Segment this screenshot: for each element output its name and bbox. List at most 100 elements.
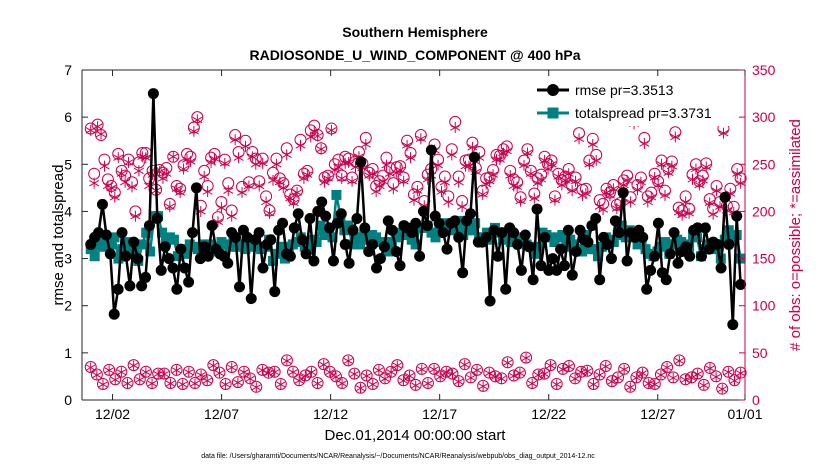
asterisk-stroke bbox=[92, 372, 102, 378]
obs-assimilated-marker bbox=[367, 168, 378, 180]
asterisk-stroke bbox=[147, 380, 157, 387]
asterisk-stroke bbox=[337, 380, 347, 387]
data-file-footnote: data file: /Users/gharamti/Documents/NCA… bbox=[201, 453, 595, 460]
asterisk-stroke bbox=[515, 370, 525, 377]
obs-lower-assimilated-marker bbox=[141, 367, 151, 378]
obs-lower-assimilated-marker bbox=[435, 371, 445, 382]
rmse-point bbox=[719, 191, 731, 203]
obs-lower-assimilated-marker bbox=[527, 378, 537, 389]
obs-lower-assimilated-marker bbox=[337, 378, 347, 389]
obs-assimilated-marker bbox=[680, 196, 691, 208]
obs-assimilated-marker bbox=[415, 133, 426, 145]
rmse-point bbox=[562, 224, 574, 236]
obs-lower-assimilated-marker bbox=[233, 377, 243, 388]
rmse-point bbox=[374, 253, 386, 265]
asterisk-stroke bbox=[666, 162, 677, 170]
asterisk-stroke bbox=[705, 365, 715, 372]
asterisk-stroke bbox=[116, 369, 126, 376]
asterisk-stroke bbox=[243, 182, 254, 190]
obs-lower-assimilated-marker bbox=[92, 370, 102, 381]
obs-assimilated-marker bbox=[347, 175, 358, 187]
rmse-point bbox=[668, 227, 680, 239]
obs-lower-assimilated-marker bbox=[135, 374, 145, 385]
obs-assimilated-marker bbox=[343, 156, 354, 168]
obs-lower-assimilated-marker bbox=[515, 368, 525, 379]
obs-assimilated-marker bbox=[632, 184, 643, 196]
obs-assimilated-marker bbox=[649, 171, 660, 183]
asterisk-stroke bbox=[708, 211, 719, 218]
obs-assimilated-marker bbox=[377, 175, 389, 187]
asterisk-stroke bbox=[714, 203, 726, 210]
asterisk-stroke bbox=[96, 130, 107, 138]
asterisk-stroke bbox=[527, 380, 537, 387]
asterisk-stroke bbox=[302, 171, 313, 178]
asterisk-stroke bbox=[587, 141, 598, 148]
obs-lower-assimilated-marker bbox=[392, 360, 402, 371]
obs-assimilated-marker bbox=[505, 170, 516, 182]
asterisk-stroke bbox=[496, 375, 507, 382]
totalspread-point bbox=[577, 246, 588, 257]
asterisk-stroke bbox=[701, 163, 712, 171]
asterisk-stroke bbox=[135, 376, 145, 383]
obs-assimilated-marker bbox=[89, 177, 100, 189]
rmse-point bbox=[331, 217, 343, 229]
rmse-point bbox=[116, 227, 128, 239]
legend-rmse-label: rmse pr=3.3513 bbox=[575, 82, 674, 98]
obs-assimilated-marker bbox=[219, 157, 230, 169]
asterisk-stroke bbox=[453, 179, 464, 186]
asterisk-stroke bbox=[735, 179, 746, 187]
obs-lower-assimilated-marker bbox=[674, 355, 684, 366]
rmse-point bbox=[464, 208, 476, 220]
rmse-point bbox=[159, 241, 171, 253]
obs-assimilated-marker bbox=[567, 185, 578, 197]
asterisk-stroke bbox=[693, 371, 703, 378]
obs-assimilated-marker bbox=[529, 192, 540, 204]
asterisk-stroke bbox=[680, 376, 691, 383]
totalspread-point bbox=[430, 232, 441, 243]
obs-assimilated-marker bbox=[525, 168, 536, 180]
totalspread-point bbox=[327, 232, 338, 243]
rmse-point bbox=[414, 250, 426, 262]
asterisk-stroke bbox=[227, 364, 237, 371]
obs-assimilated-marker bbox=[718, 127, 729, 139]
asterisk-stroke bbox=[239, 369, 249, 376]
totalspread-point bbox=[410, 239, 421, 250]
asterisk-stroke bbox=[529, 195, 540, 202]
obs-assimilated-marker bbox=[735, 177, 746, 189]
asterisk-stroke bbox=[129, 362, 139, 369]
legend-rmse-marker bbox=[547, 84, 559, 96]
asterisk-stroke bbox=[133, 167, 144, 175]
asterisk-stroke bbox=[219, 160, 230, 167]
obs-lower-assimilated-marker bbox=[251, 382, 261, 393]
obs-assimilated-marker bbox=[659, 189, 671, 201]
obs-assimilated-marker bbox=[439, 176, 450, 188]
totalspread-point bbox=[557, 230, 568, 240]
rmse-point bbox=[652, 217, 664, 229]
asterisk-stroke bbox=[263, 370, 274, 377]
obs-lower-assimilated-marker bbox=[98, 379, 108, 390]
asterisk-stroke bbox=[306, 369, 317, 376]
obs-assimilated-marker bbox=[336, 172, 347, 184]
obs-lower-assimilated-marker bbox=[613, 372, 623, 383]
asterisk-stroke bbox=[178, 165, 189, 173]
rmse-point bbox=[136, 280, 148, 292]
obs-lower-assimilated-marker bbox=[184, 367, 194, 378]
obs-lower-assimilated-marker bbox=[362, 370, 372, 381]
obs-lower-assimilated-marker bbox=[570, 373, 580, 384]
obs-assimilated-marker bbox=[140, 152, 151, 164]
rmse-point bbox=[339, 238, 351, 250]
asterisk-stroke bbox=[466, 374, 476, 381]
asterisk-stroke bbox=[374, 367, 384, 374]
rmse-point bbox=[500, 283, 512, 295]
asterisk-stroke bbox=[209, 155, 220, 162]
obs-lower-assimilated-marker bbox=[711, 371, 721, 382]
obs-assimilated-marker bbox=[587, 138, 598, 150]
totalspread-point bbox=[343, 220, 354, 231]
rmse-point bbox=[727, 319, 739, 331]
asterisk-stroke bbox=[635, 179, 646, 186]
obs-lower-assimilated-marker bbox=[368, 379, 378, 390]
asterisk-stroke bbox=[656, 372, 666, 378]
rmse-point bbox=[715, 262, 727, 274]
rmse-point bbox=[140, 271, 152, 283]
asterisk-stroke bbox=[446, 151, 457, 159]
